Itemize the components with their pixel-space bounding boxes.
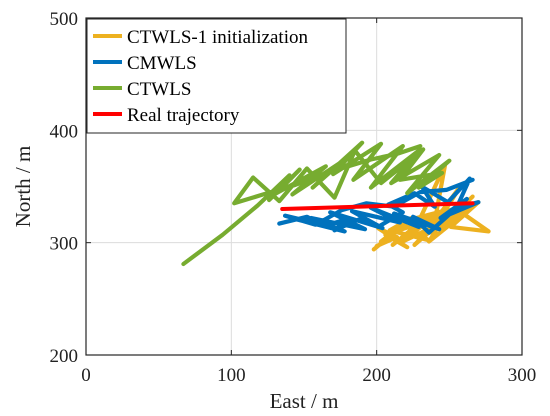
y-axis-label: North / m	[11, 146, 35, 228]
y-tick-label: 300	[50, 234, 79, 255]
y-tick-label: 200	[50, 346, 79, 367]
series-line-cmwls	[277, 176, 481, 235]
y-tick-label: 500	[50, 9, 79, 30]
x-tick-label: 0	[81, 365, 91, 386]
series-layer	[181, 140, 491, 267]
x-tick-label: 300	[508, 365, 537, 386]
series-line-ctwls	[181, 140, 452, 267]
x-tick-label: 100	[217, 365, 246, 386]
legend-label: CTWLS-1 initialization	[127, 27, 308, 48]
ticks: 0 100 200 300 200 300 400 500	[50, 9, 537, 386]
legend-label: Real trajectory	[127, 105, 240, 126]
axes	[85, 17, 523, 356]
axes-box	[85, 17, 523, 356]
legend-label: CTWLS	[127, 79, 191, 100]
x-axis-label: East / m	[270, 389, 339, 413]
legend: CTWLS-1 initialization CMWLS CTWLS Real tra…	[86, 18, 347, 134]
x-tick-label: 200	[362, 365, 391, 386]
y-tick-label: 400	[50, 121, 79, 142]
series-line-real-trajectory	[280, 201, 475, 211]
legend-box	[86, 18, 347, 134]
legend-label: CMWLS	[127, 53, 197, 74]
